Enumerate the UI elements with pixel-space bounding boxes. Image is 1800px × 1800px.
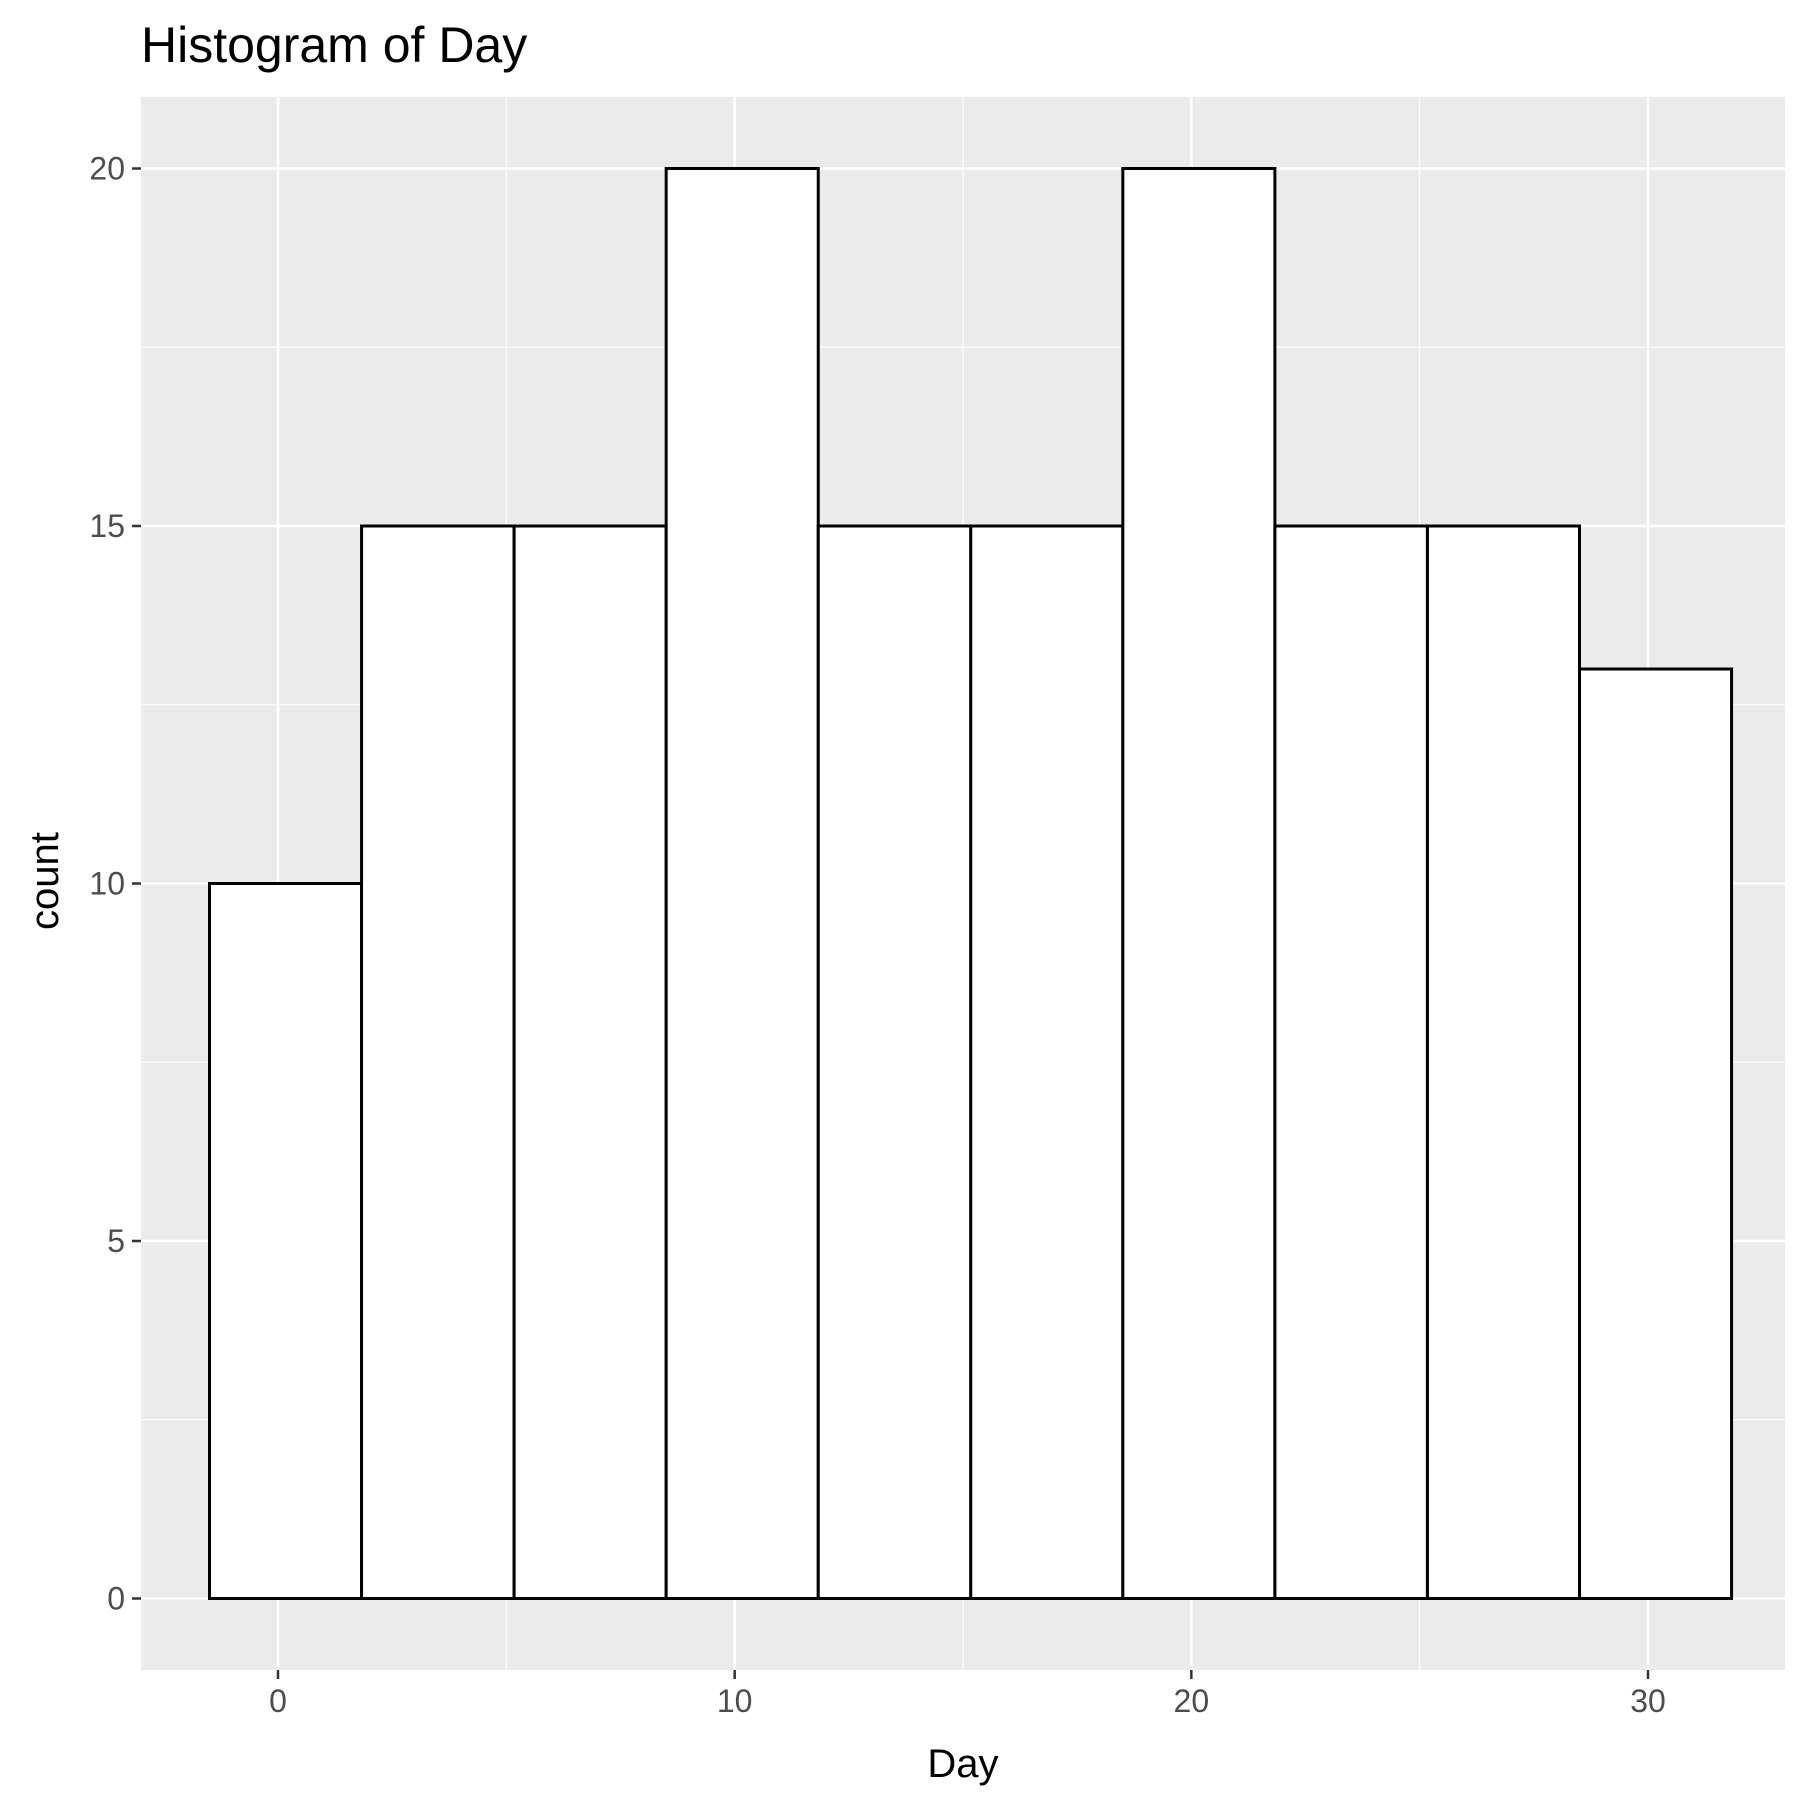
x-tick-label: 10: [717, 1683, 753, 1719]
histogram-bar-8: [1273, 524, 1429, 1600]
histogram-bar-4: [664, 167, 820, 1600]
histogram-bar-9: [1425, 524, 1582, 1600]
histogram-bars: [208, 167, 1734, 1600]
histogram-bar-6: [969, 524, 1125, 1600]
histogram-bar-7: [1121, 167, 1277, 1600]
chart-title: Histogram of Day: [141, 17, 527, 73]
histogram-bar-5: [816, 524, 973, 1600]
y-tick-label: 10: [89, 866, 125, 902]
y-tick-label: 0: [107, 1581, 125, 1617]
x-axis-title: Day: [927, 1742, 998, 1786]
histogram-bar-3: [512, 524, 668, 1600]
y-tick-label: 20: [89, 151, 125, 187]
x-tick-label: 0: [269, 1683, 287, 1719]
histogram-bar-10: [1578, 667, 1734, 1600]
y-axis-title: count: [23, 832, 67, 930]
x-tick-label: 20: [1174, 1683, 1210, 1719]
y-axis-ticks: 0 5 10 15 20: [89, 151, 141, 1617]
x-axis-ticks: 0 10 20 30: [269, 1670, 1666, 1719]
histogram-bar-2: [360, 524, 516, 1600]
x-tick-label: 30: [1630, 1683, 1666, 1719]
y-tick-label: 5: [107, 1223, 125, 1259]
histogram-bar-1: [208, 882, 364, 1600]
y-tick-label: 15: [89, 508, 125, 544]
